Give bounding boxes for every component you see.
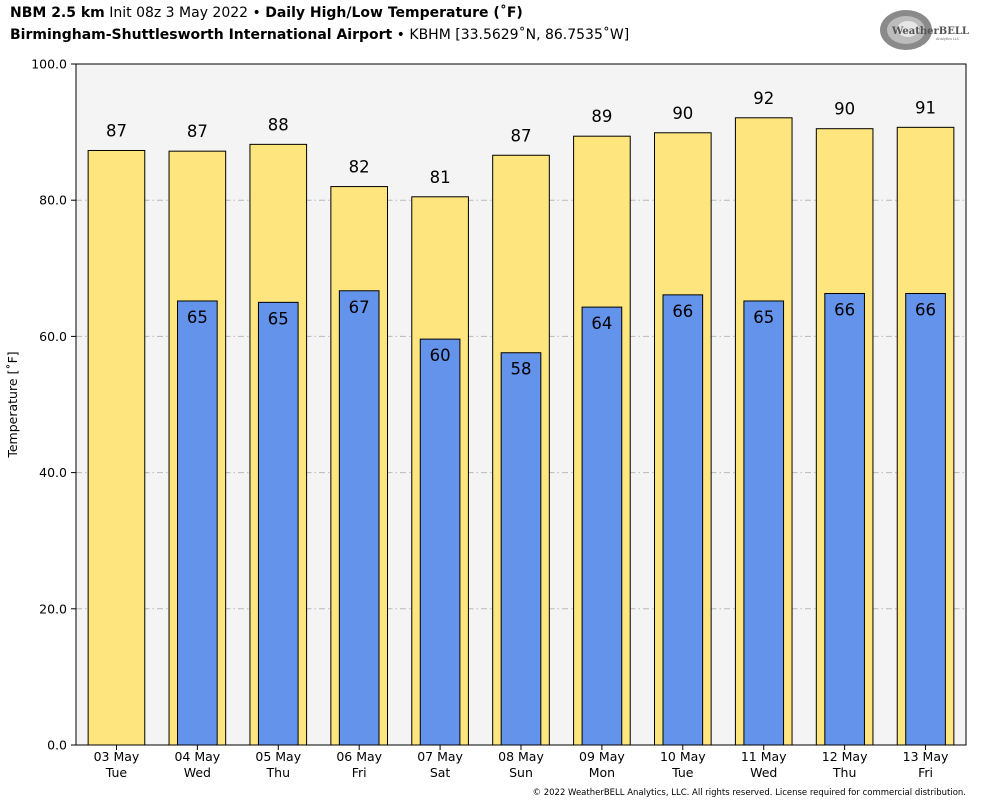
x-tick-date: 05 May xyxy=(255,749,301,764)
low-temp-label: 66 xyxy=(915,300,936,319)
y-tick-label: 40.0 xyxy=(39,465,67,480)
product-name: Daily High/Low Temperature (˚F) xyxy=(265,5,523,21)
low-temp-bar xyxy=(905,292,946,746)
x-tick-date: 03 May xyxy=(94,749,140,764)
low-temp-label: 58 xyxy=(511,360,532,379)
high-temp-label: 88 xyxy=(268,115,289,134)
high-temp-label: 92 xyxy=(753,89,774,108)
logo-swirl-inner xyxy=(897,21,919,37)
high-temp-label: 90 xyxy=(834,100,855,119)
model-name: NBM 2.5 km xyxy=(10,5,105,21)
init-time: Init 08z 3 May 2022 • xyxy=(104,5,266,21)
low-temp-label: 65 xyxy=(187,308,208,327)
x-tick-weekday: Thu xyxy=(832,765,856,780)
bars xyxy=(87,117,955,746)
low-temp-label: 66 xyxy=(672,302,693,321)
x-tick-weekday: Fri xyxy=(918,765,933,780)
y-tick-label: 100.0 xyxy=(31,57,67,72)
x-tick-weekday: Tue xyxy=(105,765,128,780)
value-labels: 87 87 65 88 65 82 67 81 60 87 58 89 64 90 66 92 65 90 66 91… xyxy=(106,89,936,379)
low-temp-label: 66 xyxy=(834,300,855,319)
low-temp-bar xyxy=(662,294,704,746)
station-name: Birmingham-Shuttlesworth International A… xyxy=(10,27,393,43)
x-tick-date: 07 May xyxy=(417,749,463,764)
x-tick-date: 13 May xyxy=(903,749,949,764)
y-tick-label: 20.0 xyxy=(39,601,67,616)
chart-title: NBM 2.5 km Init 08z 3 May 2022 • Daily H… xyxy=(10,5,523,21)
x-tick-date: 10 May xyxy=(660,749,706,764)
low-temp-label: 65 xyxy=(268,309,289,328)
x-tick-date: 09 May xyxy=(579,749,625,764)
low-temp-bar xyxy=(500,352,542,746)
high-temp-label: 87 xyxy=(511,126,532,145)
x-tick-weekday: Mon xyxy=(589,765,615,780)
logo-subtext: Analytics LLC xyxy=(936,37,960,41)
high-temp-label: 82 xyxy=(349,158,370,177)
logo-brand-text: WeatherBELL xyxy=(891,26,969,37)
low-temp-label: 67 xyxy=(349,298,370,317)
x-tick-date: 04 May xyxy=(174,749,220,764)
x-tick-weekday: Wed xyxy=(184,765,211,780)
y-axis-label: Temperature [˚F] xyxy=(5,351,20,458)
x-tick-date: 06 May xyxy=(336,749,382,764)
high-temp-label: 87 xyxy=(106,121,127,140)
x-tick-weekday: Wed xyxy=(750,765,777,780)
low-temp-label: 64 xyxy=(591,314,612,333)
low-temp-bar xyxy=(338,290,380,746)
low-temp-bar xyxy=(177,300,218,746)
x-tick-weekday: Sun xyxy=(509,765,533,780)
y-tick-label: 0.0 xyxy=(47,738,67,753)
high-temp-label: 90 xyxy=(672,104,693,123)
chart-subtitle: Birmingham-Shuttlesworth International A… xyxy=(10,27,629,43)
copyright-notice: © 2022 WeatherBELL Analytics, LLC. All r… xyxy=(532,788,966,798)
low-temp-label: 60 xyxy=(430,346,451,365)
low-temp-label: 65 xyxy=(753,308,774,327)
station-detail: • KBHM [33.5629˚N, 86.7535˚W] xyxy=(392,27,630,43)
weatherbell-logo: WeatherBELL Analytics LLC xyxy=(880,10,969,50)
y-tick-label: 60.0 xyxy=(39,329,67,344)
low-temp-bar xyxy=(581,306,623,746)
high-temp-bar xyxy=(87,149,146,746)
x-tick-date: 12 May xyxy=(822,749,868,764)
x-tick-date: 11 May xyxy=(741,749,787,764)
high-temp-label: 89 xyxy=(591,107,612,126)
y-axis: 0.0 20.0 40.0 60.0 80.0 100.0 xyxy=(31,57,76,753)
x-tick-weekday: Tue xyxy=(671,765,694,780)
high-temp-label: 91 xyxy=(915,98,936,117)
x-tick-date: 08 May xyxy=(498,749,544,764)
high-temp-label: 87 xyxy=(187,122,208,141)
low-temp-bar xyxy=(743,300,785,746)
low-temp-bar xyxy=(257,301,299,746)
low-temp-bar xyxy=(824,292,865,746)
x-tick-weekday: Thu xyxy=(266,765,290,780)
y-tick-label: 80.0 xyxy=(39,193,67,208)
x-tick-weekday: Sat xyxy=(430,765,451,780)
x-tick-weekday: Fri xyxy=(352,765,367,780)
high-temp-label: 81 xyxy=(430,168,451,187)
low-temp-bar xyxy=(419,338,461,746)
